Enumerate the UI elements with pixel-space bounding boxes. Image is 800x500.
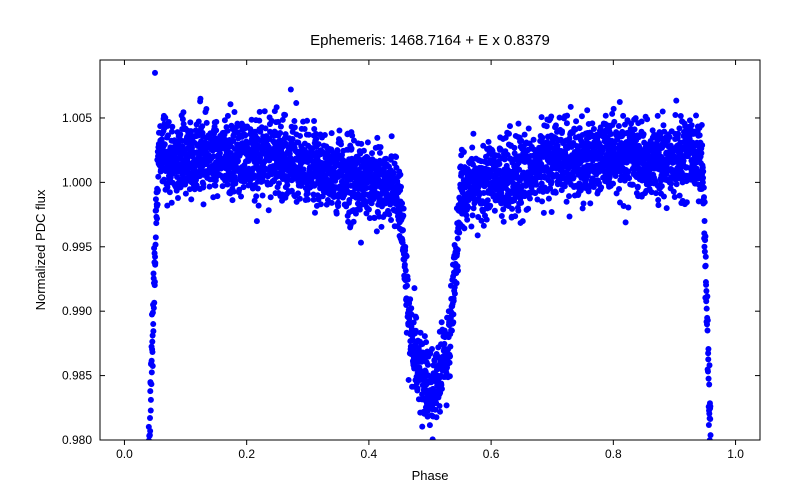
x-tick-label: 0.8 bbox=[605, 447, 622, 461]
x-tick-label: 0.6 bbox=[483, 447, 500, 461]
chart-svg: 0.0 0.2 0.4 0.6 0.8 1.0 0.980 0.985 0.990 0.995 1.… bbox=[0, 0, 800, 500]
y-tick-label: 0.995 bbox=[62, 240, 92, 254]
y-tick-label: 0.990 bbox=[62, 304, 92, 318]
y-tick-label: 1.005 bbox=[62, 111, 92, 125]
x-tick-label: 0.4 bbox=[361, 447, 378, 461]
y-tick-label: 0.980 bbox=[62, 433, 92, 447]
x-tick-label: 1.0 bbox=[727, 447, 744, 461]
y-tick-label: 1.000 bbox=[62, 175, 92, 189]
y-tick-label: 0.985 bbox=[62, 369, 92, 383]
x-tick-label: 0.0 bbox=[116, 447, 133, 461]
chart-title: Ephemeris: 1468.7164 + E x 0.8379 bbox=[310, 32, 550, 49]
x-tick-label: 0.2 bbox=[238, 447, 255, 461]
phase-lightcurve-chart: 0.0 0.2 0.4 0.6 0.8 1.0 0.980 0.985 0.990 0.995 1.… bbox=[0, 0, 800, 500]
x-axis-label: Phase bbox=[412, 468, 449, 483]
y-axis-label: Normalized PDC flux bbox=[33, 189, 48, 310]
